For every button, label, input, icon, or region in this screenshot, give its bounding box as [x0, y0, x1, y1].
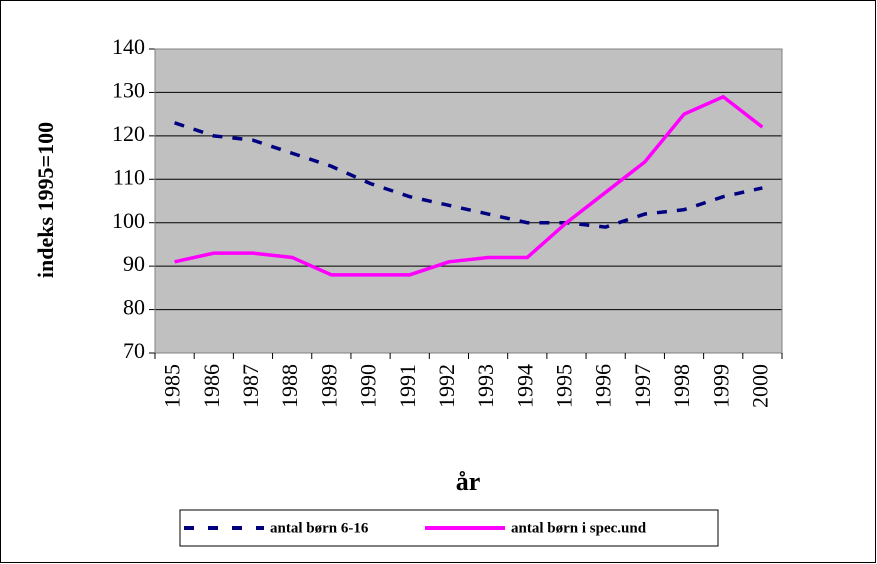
x-tick-label: 1993 [473, 364, 498, 408]
x-tick-label: 1985 [160, 364, 185, 408]
data-line [174, 121, 763, 229]
y-tick-label: 130 [112, 77, 145, 102]
x-tick-label: 1999 [708, 364, 733, 408]
x-tick-label: 1987 [238, 364, 263, 408]
y-tick-label: 110 [113, 164, 145, 189]
legend-label: antal børn i spec.und [511, 520, 647, 536]
y-tick-label: 90 [123, 251, 145, 276]
y-tick-label: 100 [112, 208, 145, 233]
legend-box [179, 509, 719, 547]
x-axis-title: år [456, 467, 481, 496]
x-tick-label: 2000 [747, 364, 772, 408]
x-tick-label: 1998 [669, 364, 694, 408]
y-tick-label: 70 [123, 338, 145, 363]
x-tick-label: 1995 [552, 364, 577, 408]
x-tick-label: 1991 [395, 364, 420, 408]
y-tick-label: 140 [112, 34, 145, 59]
x-tick-label: 1997 [630, 364, 655, 408]
x-tick-label: 1989 [316, 364, 341, 408]
x-tick-label: 1994 [512, 364, 537, 408]
legend-label: antal børn 6-16 [270, 520, 369, 536]
x-tick-label: 1990 [356, 364, 381, 408]
x-tick-label: 1992 [434, 364, 459, 408]
plot-area [155, 49, 782, 353]
x-tick-label: 1996 [591, 364, 616, 408]
y-tick-label: 80 [123, 295, 145, 320]
data-line [174, 94, 764, 277]
x-tick-label: 1988 [277, 364, 302, 408]
y-tick-label: 120 [112, 121, 145, 146]
y-axis-title: indeks 1995=100 [33, 122, 58, 278]
x-tick-label: 1986 [199, 364, 224, 408]
